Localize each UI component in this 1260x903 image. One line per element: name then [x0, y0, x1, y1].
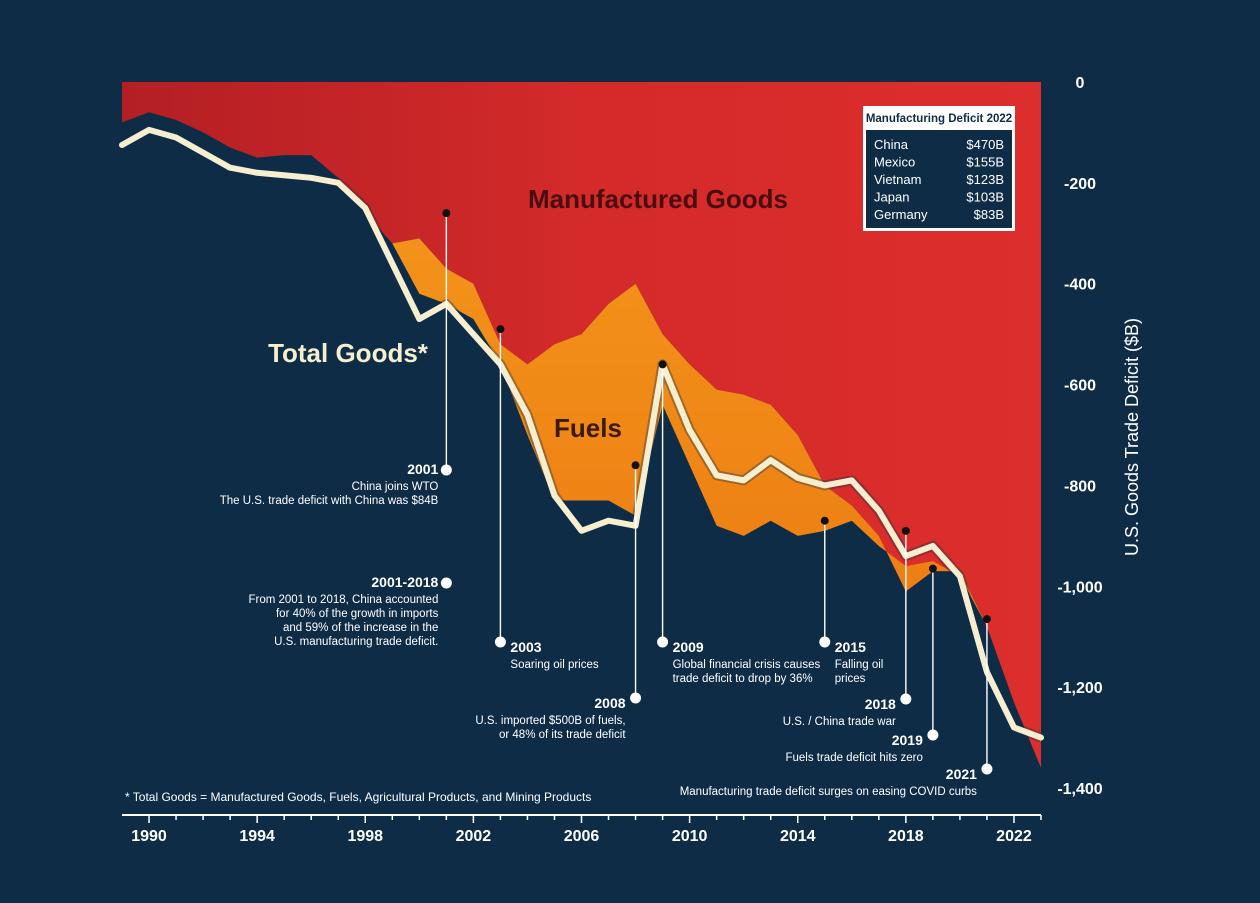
y-tick-label: -600	[1064, 378, 1096, 395]
footnote-layer: * Total Goods = Manufactured Goods, Fuel…	[125, 790, 591, 804]
inset-value: $123B	[966, 172, 1004, 187]
annotation-text: and 59% of the increase in the	[283, 622, 438, 634]
x-axis: 1990 1994 1998 2002 2006 2010 2014 2018 2022	[122, 814, 1042, 845]
annotation-top-dot	[982, 615, 991, 624]
annotation-text: Fuels trade deficit hits zero	[785, 752, 922, 764]
inset-country: China	[874, 137, 909, 152]
inset-value: $83B	[974, 207, 1004, 222]
y-tick-label: -400	[1064, 277, 1096, 294]
x-tick-label: 2018	[888, 828, 924, 845]
annotation-text: Global financial crisis causes	[673, 659, 821, 671]
annotation-text: trade deficit to drop by 36%	[673, 673, 813, 685]
inset-title: Manufacturing Deficit 2022	[866, 113, 1012, 125]
inset-value: $103B	[966, 190, 1004, 205]
y-axis: 0 -200 -400 -600 -800 -1,000 -1,200 -1,400 U.S. …	[1057, 75, 1142, 798]
inset-body	[866, 130, 1012, 228]
annotation-text: or 48% of its trade deficit	[499, 729, 626, 741]
annotation-year: 2015	[835, 639, 866, 655]
inset-value: $470B	[966, 137, 1004, 152]
annotation-marker	[900, 693, 912, 705]
x-tick-label: 1998	[347, 828, 383, 845]
annotation-text: U.S. / China trade war	[783, 716, 896, 728]
annotation-top-dot	[820, 516, 829, 525]
annotation-year: 2009	[673, 639, 704, 655]
annotation-top-dot	[496, 325, 505, 334]
inset-country: Vietnam	[874, 172, 921, 187]
annotation-marker	[630, 692, 642, 704]
y-axis-label: U.S. Goods Trade Deficit ($B)	[1122, 318, 1142, 556]
inset-value: $155B	[966, 155, 1004, 170]
annotation-marker	[440, 464, 452, 476]
manufactured-goods-area	[122, 82, 1041, 768]
y-tick-label: -1,400	[1057, 781, 1102, 798]
x-tick-label: 2002	[456, 828, 492, 845]
x-tick-label: 1994	[239, 828, 275, 845]
area-labels: Manufactured Goods Fuels Total Goods*	[268, 184, 788, 443]
fuels-area	[122, 112, 1041, 768]
inset-table: Manufacturing Deficit 2022 China $470B Mexi…	[863, 106, 1015, 231]
area-layer	[122, 82, 1041, 768]
x-tick-label: 2006	[564, 828, 600, 845]
annotation-year: 2003	[510, 639, 541, 655]
annotation-year: 2001-2018	[371, 574, 438, 590]
annotation-text: From 2001 to 2018, China accounted	[248, 594, 438, 606]
annotation-text: The U.S. trade deficit with China was $8…	[220, 495, 439, 507]
annotation-marker	[981, 763, 993, 775]
annotation-year: 2018	[865, 696, 896, 712]
annotation-text: China joins WTO	[352, 481, 439, 493]
annotation-text: Falling oil	[835, 659, 884, 671]
annotation-year: 2001	[407, 461, 438, 477]
annotation-marker	[927, 729, 939, 741]
annotation-top-dot	[658, 360, 667, 369]
total-goods-line	[119, 126, 1044, 741]
inset-country: Germany	[874, 207, 928, 222]
annotation-text: Soaring oil prices	[510, 659, 598, 671]
annotation-top-dot	[442, 209, 451, 218]
manufactured-goods-label: Manufactured Goods	[528, 184, 788, 214]
footnote-text: * Total Goods = Manufactured Goods, Fuel…	[125, 790, 591, 804]
inset-country: Mexico	[874, 155, 915, 170]
x-tick-label: 2010	[672, 828, 708, 845]
total-line-layer	[119, 124, 1044, 743]
y-tick-label: -1,000	[1057, 579, 1102, 596]
x-tick-label: 1990	[131, 828, 167, 845]
annotation-marker	[657, 636, 669, 648]
annotation-text: for 40% of the growth in imports	[276, 608, 439, 620]
annotation-year: 2021	[946, 766, 977, 782]
total-goods-label: Total Goods*	[268, 338, 429, 368]
fuels-label: Fuels	[554, 413, 622, 443]
x-tick-label: 2014	[780, 828, 816, 845]
annotation-text: U.S. manufacturing trade deficit.	[274, 636, 438, 648]
y-tick-label: -200	[1064, 176, 1096, 193]
y-tick-label: -800	[1064, 478, 1096, 495]
annotation-text: Manufacturing trade deficit surges on ea…	[680, 786, 977, 798]
annotation-year: 2008	[594, 695, 625, 711]
annotation-marker	[440, 577, 452, 589]
y-tick-label: 0	[1076, 75, 1085, 92]
annotation-text: prices	[835, 673, 866, 685]
annotation-marker	[494, 636, 506, 648]
annotation-year: 2019	[892, 732, 923, 748]
annotations-layer: 2001 China joins WTO The U.S. trade defici…	[220, 209, 993, 798]
annotation-marker	[819, 636, 831, 648]
annotation-top-dot	[901, 526, 910, 535]
inset-country: Japan	[874, 190, 909, 205]
x-tick-label: 2022	[996, 828, 1032, 845]
y-tick-label: -1,200	[1057, 680, 1102, 697]
annotation-top-dot	[928, 564, 937, 573]
annotation-text: U.S. imported $500B of fuels,	[475, 715, 625, 727]
annotation-top-dot	[631, 461, 640, 470]
